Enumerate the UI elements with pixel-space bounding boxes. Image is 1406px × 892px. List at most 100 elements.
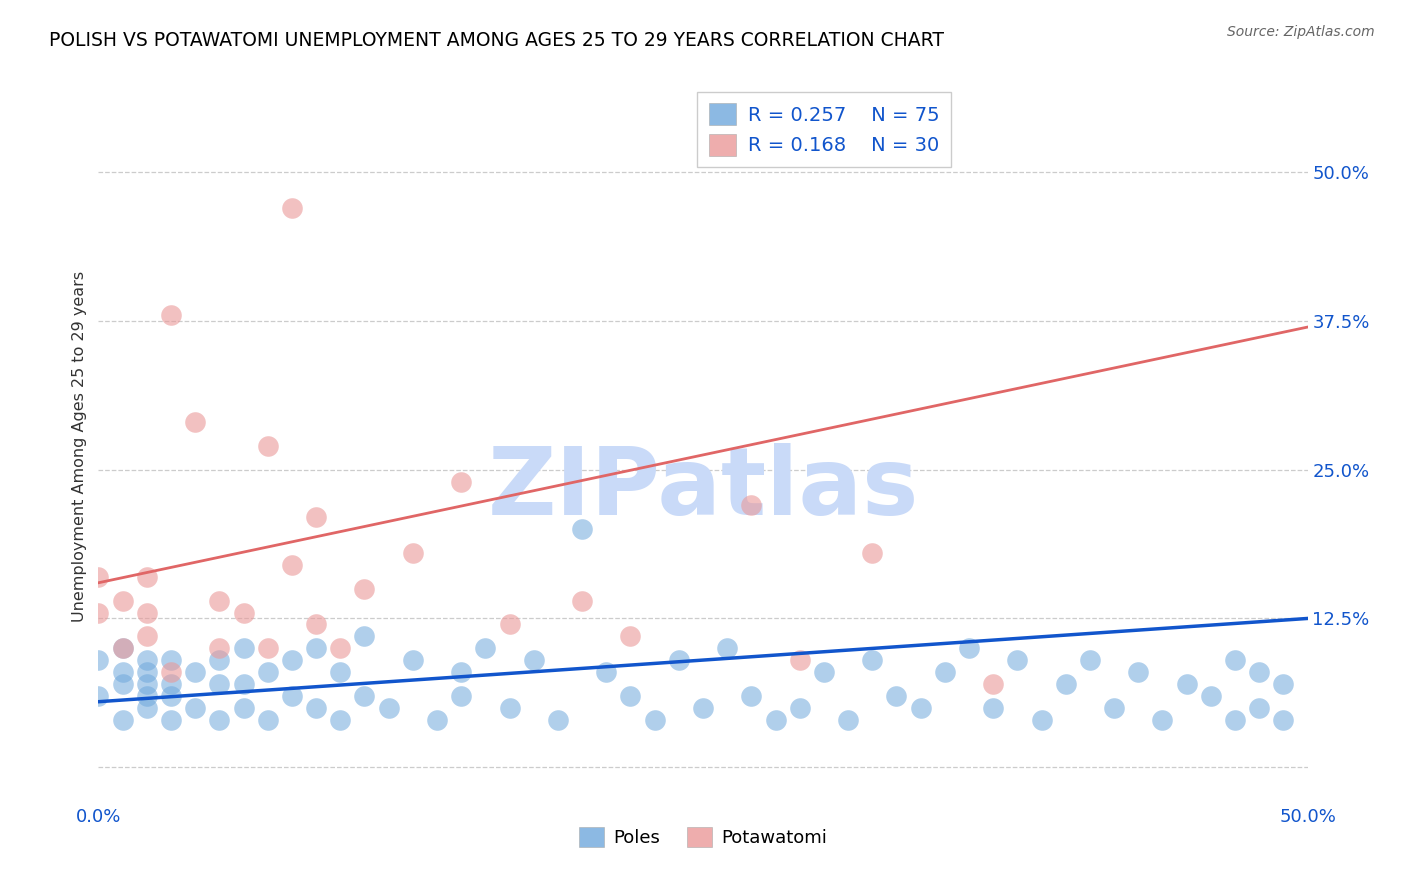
Point: [523, 653, 546, 667]
Point: [1223, 653, 1246, 667]
Point: [208, 677, 231, 691]
Point: [644, 713, 666, 727]
Point: [232, 700, 254, 714]
Point: [135, 689, 157, 703]
Point: [135, 570, 157, 584]
Point: [353, 689, 375, 703]
Point: [329, 665, 352, 679]
Point: [111, 641, 134, 656]
Point: [305, 641, 328, 656]
Point: [135, 677, 157, 691]
Point: [208, 713, 231, 727]
Point: [571, 522, 593, 536]
Point: [135, 653, 157, 667]
Point: [256, 665, 278, 679]
Point: [160, 713, 183, 727]
Point: [135, 606, 157, 620]
Point: [353, 629, 375, 643]
Point: [547, 713, 569, 727]
Point: [619, 689, 641, 703]
Point: [1102, 700, 1125, 714]
Point: [184, 665, 207, 679]
Point: [595, 665, 617, 679]
Point: [860, 653, 883, 667]
Point: [692, 700, 714, 714]
Point: [981, 700, 1004, 714]
Point: [402, 546, 425, 560]
Point: [789, 700, 811, 714]
Point: [256, 439, 278, 453]
Point: [111, 593, 134, 607]
Point: [1128, 665, 1150, 679]
Point: [329, 641, 352, 656]
Point: [353, 582, 375, 596]
Point: [402, 653, 425, 667]
Point: [1272, 677, 1295, 691]
Point: [305, 617, 328, 632]
Point: [305, 510, 328, 524]
Point: [135, 629, 157, 643]
Point: [111, 713, 134, 727]
Point: [160, 653, 183, 667]
Point: [813, 665, 835, 679]
Point: [329, 713, 352, 727]
Point: [208, 653, 231, 667]
Point: [87, 570, 110, 584]
Point: [981, 677, 1004, 691]
Point: [619, 629, 641, 643]
Point: [910, 700, 932, 714]
Point: [160, 689, 183, 703]
Point: [1007, 653, 1029, 667]
Text: ZIPatlas: ZIPatlas: [488, 442, 918, 535]
Point: [208, 641, 231, 656]
Point: [1175, 677, 1198, 691]
Point: [281, 201, 304, 215]
Point: [208, 593, 231, 607]
Text: Source: ZipAtlas.com: Source: ZipAtlas.com: [1227, 25, 1375, 39]
Point: [1249, 700, 1271, 714]
Point: [498, 700, 520, 714]
Point: [474, 641, 496, 656]
Point: [111, 665, 134, 679]
Point: [87, 653, 110, 667]
Point: [232, 606, 254, 620]
Point: [281, 689, 304, 703]
Point: [571, 593, 593, 607]
Point: [1152, 713, 1174, 727]
Point: [256, 641, 278, 656]
Point: [450, 475, 472, 489]
Text: POLISH VS POTAWATOMI UNEMPLOYMENT AMONG AGES 25 TO 29 YEARS CORRELATION CHART: POLISH VS POTAWATOMI UNEMPLOYMENT AMONG …: [49, 31, 945, 50]
Point: [860, 546, 883, 560]
Point: [111, 641, 134, 656]
Point: [160, 665, 183, 679]
Point: [256, 713, 278, 727]
Point: [305, 700, 328, 714]
Point: [281, 653, 304, 667]
Point: [498, 617, 520, 632]
Point: [135, 700, 157, 714]
Legend: Poles, Potawatomi: Poles, Potawatomi: [572, 820, 834, 855]
Point: [1031, 713, 1053, 727]
Point: [184, 415, 207, 429]
Point: [1199, 689, 1222, 703]
Point: [87, 689, 110, 703]
Point: [740, 499, 762, 513]
Point: [1078, 653, 1101, 667]
Point: [1223, 713, 1246, 727]
Point: [184, 700, 207, 714]
Point: [1272, 713, 1295, 727]
Point: [1054, 677, 1077, 691]
Point: [934, 665, 956, 679]
Y-axis label: Unemployment Among Ages 25 to 29 years: Unemployment Among Ages 25 to 29 years: [72, 270, 87, 622]
Point: [740, 689, 762, 703]
Point: [111, 677, 134, 691]
Point: [668, 653, 690, 667]
Point: [232, 677, 254, 691]
Point: [957, 641, 980, 656]
Point: [1249, 665, 1271, 679]
Point: [765, 713, 787, 727]
Point: [450, 665, 472, 679]
Point: [789, 653, 811, 667]
Point: [377, 700, 399, 714]
Point: [160, 308, 183, 322]
